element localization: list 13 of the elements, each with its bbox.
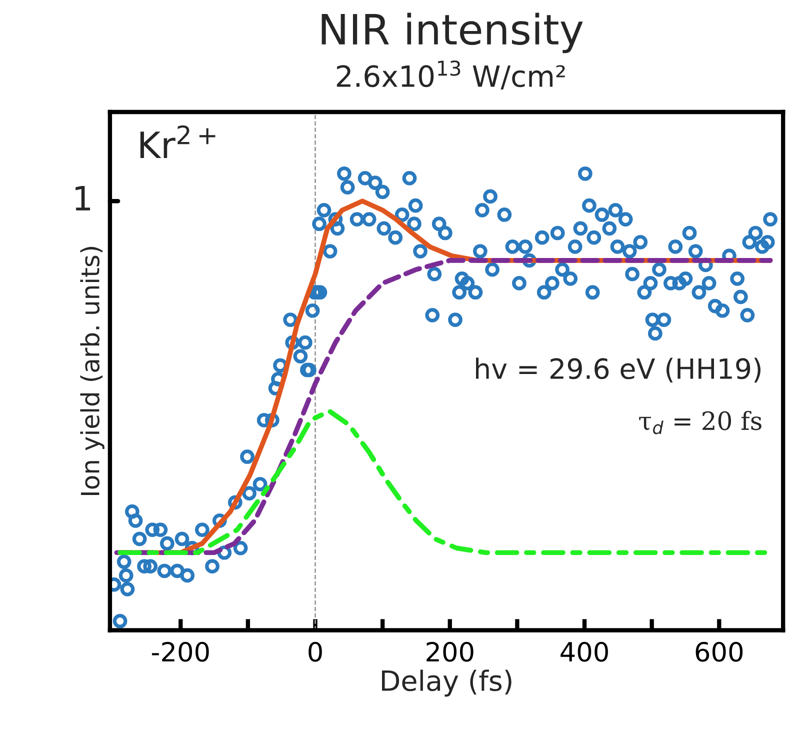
annotation: τ$_{d}$ = 20 fs bbox=[639, 410, 762, 434]
x-tick-label: 400 bbox=[560, 642, 608, 662]
x-tick-label: 200 bbox=[426, 642, 474, 662]
x-axis-title: Delay (fs) bbox=[382, 670, 512, 697]
chart-subtitle: 2.6x10$^{13}$ W/cm² bbox=[336, 60, 565, 90]
chart-title: NIR intensity bbox=[322, 12, 583, 54]
x-tick-label: 0 bbox=[308, 642, 322, 662]
y-axis-title: Ion yield (arb. units) bbox=[80, 246, 104, 496]
text: Kr$^{2+}$ bbox=[140, 125, 216, 158]
x-tick-label: -200 bbox=[152, 642, 209, 662]
annotation: hv = 29.6 eV (HH19) bbox=[476, 358, 761, 382]
x-tick-label: 600 bbox=[696, 642, 743, 662]
text: 1 bbox=[76, 186, 90, 210]
